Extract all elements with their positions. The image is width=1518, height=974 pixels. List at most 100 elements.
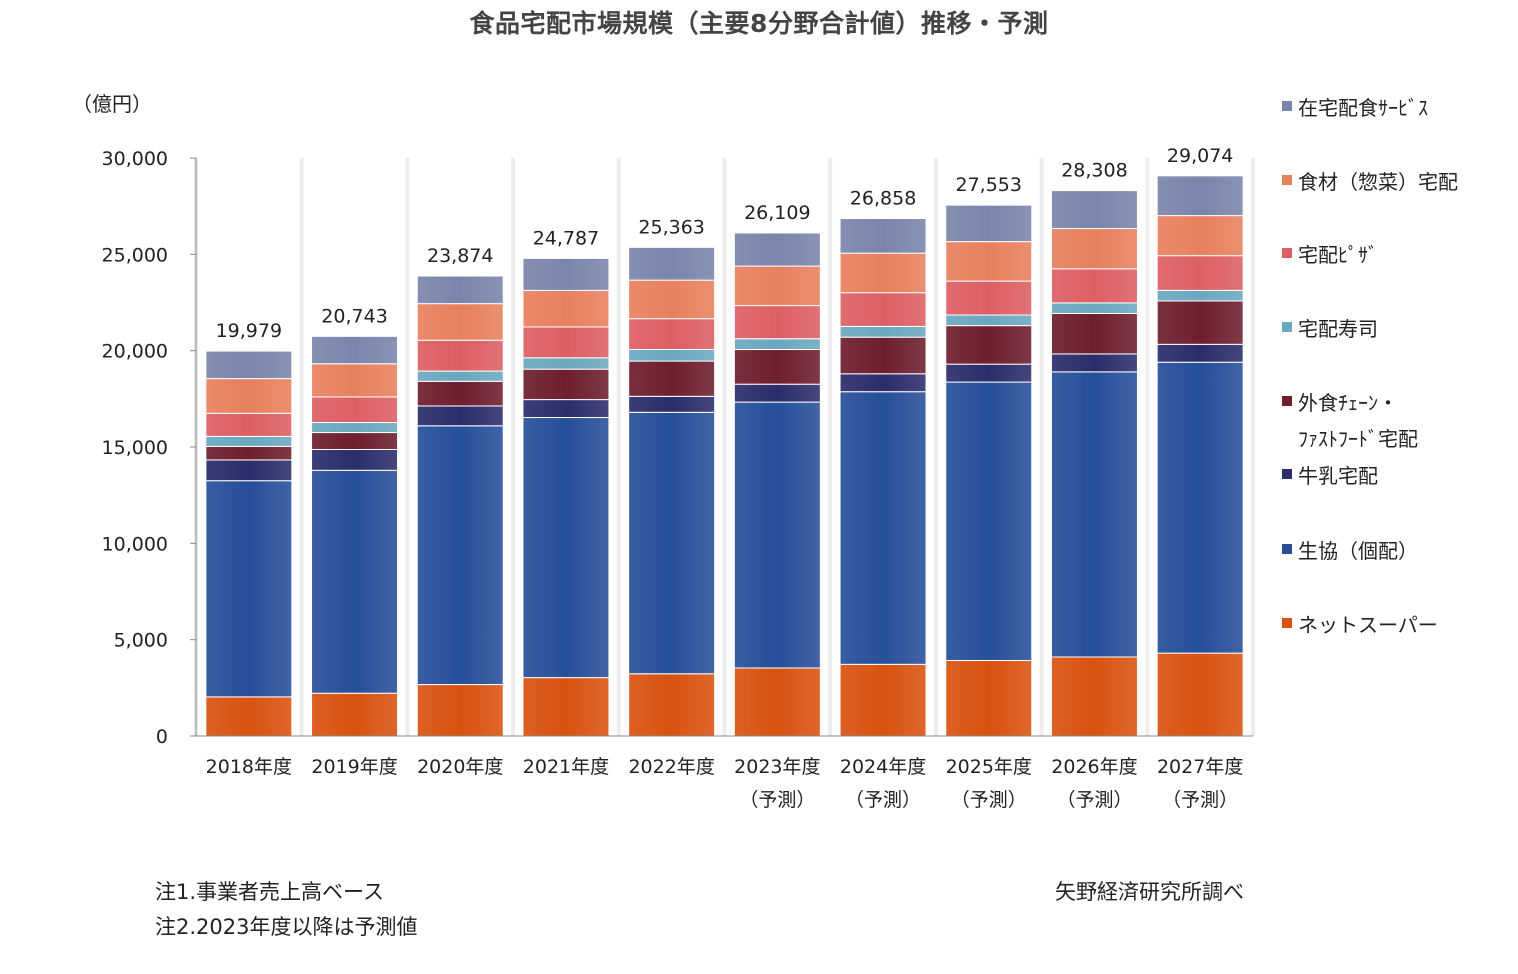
x-tick-sublabel: （予測） [951, 789, 1027, 811]
bar-segment [733, 338, 821, 351]
bar-segment [1050, 312, 1138, 355]
bar-segment [733, 265, 821, 307]
y-tick-labels: 0 5,000 10,000 15,000 20,000 25,000 30,000 [102, 148, 168, 748]
total-label: 26,858 [850, 188, 916, 210]
bar-segment [1050, 353, 1138, 373]
bar-segment [205, 459, 293, 482]
bar-segment [311, 449, 399, 471]
x-tick-sublabel: （予測） [845, 789, 921, 811]
bar-segment [311, 363, 399, 398]
total-label: 25,363 [638, 216, 704, 238]
bar-segment [205, 412, 293, 437]
legend-label: 宅配ﾋﾟｻﾞ [1298, 243, 1378, 267]
y-axis-unit-label: （億円） [72, 92, 152, 116]
legend-label: 在宅配食ｻｰﾋﾞｽ [1298, 96, 1428, 120]
bar-segment [628, 349, 716, 362]
bar-segment [628, 279, 716, 320]
bar-segment [1050, 268, 1138, 304]
bar-segment [522, 357, 610, 370]
bar-segment [945, 659, 1033, 737]
bar-segment [311, 396, 399, 424]
bar-segment [311, 432, 399, 451]
bar-segment [522, 399, 610, 419]
bar-segment [1156, 289, 1244, 302]
x-tick-label: 2019年度 [311, 756, 397, 778]
bar-segment [205, 350, 293, 380]
bar-segment [839, 292, 927, 327]
y-tick-label: 25,000 [102, 244, 168, 266]
bar-segment [1156, 300, 1244, 345]
total-label: 29,074 [1167, 145, 1233, 167]
x-tick-sublabel: （予測） [1162, 789, 1238, 811]
bar-segment [628, 246, 716, 281]
column-separator [616, 158, 621, 736]
axes [190, 157, 1253, 737]
bar-segment [945, 280, 1033, 316]
chart-title: 食品宅配市場規模（主要8分野合計値）推移・予測 [469, 9, 1049, 38]
bar-segment [205, 435, 293, 447]
legend-swatch [1282, 322, 1292, 332]
total-label: 23,874 [427, 245, 493, 267]
bar-segment [1156, 361, 1244, 654]
bar-segment [1156, 255, 1244, 291]
bar-segment [945, 241, 1033, 282]
column-separator [722, 158, 727, 736]
bar-segment [839, 336, 927, 375]
column-separator [933, 158, 938, 736]
bar-segment [733, 401, 821, 669]
legend-label-line2: ﾌｧｽﾄﾌｰﾄﾞ宅配 [1298, 427, 1418, 451]
column-separator [299, 158, 304, 736]
bar-segment [522, 326, 610, 359]
total-label: 20,743 [321, 305, 387, 327]
legend-swatch [1282, 248, 1292, 258]
bar-segment [733, 667, 821, 737]
bar-segment [416, 339, 504, 372]
bar-segment [1156, 175, 1244, 217]
bar-segment [628, 411, 716, 675]
y-tick-label: 0 [156, 726, 168, 748]
legend-swatch [1282, 175, 1292, 185]
bar-segment [311, 422, 399, 434]
bar-segment [522, 289, 610, 328]
x-category-labels: 2018年度 2019年度 2020年度 2021年度 2022年度 2023年度 （予測）… [206, 756, 1244, 811]
bar-segment [205, 445, 293, 461]
x-tick-label: 2021年度 [523, 756, 609, 778]
bar-segment [1156, 652, 1244, 737]
bars [205, 175, 1244, 737]
bar-segment [522, 257, 610, 291]
bar-segment [416, 370, 504, 382]
bar-segment [733, 305, 821, 340]
legend-swatch [1282, 469, 1292, 479]
column-separator [511, 158, 516, 736]
y-tick-label: 15,000 [102, 437, 168, 459]
legend-label: 牛乳宅配 [1298, 464, 1378, 488]
bar-segment [945, 204, 1033, 243]
x-tick-label: 2022年度 [628, 756, 714, 778]
legend-label: 宅配寿司 [1298, 317, 1378, 341]
x-tick-label: 2025年度 [946, 756, 1032, 778]
bar-segment [416, 303, 504, 341]
bar-segment [733, 383, 821, 403]
legend-label: 生協（個配） [1298, 539, 1418, 563]
column-separator [1145, 158, 1150, 736]
legend-swatch [1282, 544, 1292, 554]
column-separator [1039, 158, 1044, 736]
bar-segment [1050, 371, 1138, 658]
bar-segment [628, 360, 716, 397]
bar-segment [522, 677, 610, 737]
total-label: 28,308 [1061, 160, 1127, 182]
x-tick-label: 2018年度 [206, 756, 292, 778]
bar-segment [839, 325, 927, 338]
note-2: 注2.2023年度以降は予測値 [155, 915, 418, 939]
bar-segment [628, 395, 716, 413]
bar-segment [1050, 302, 1138, 314]
bar-segment [733, 232, 821, 267]
total-label: 19,979 [216, 320, 282, 342]
bar-segment [205, 480, 293, 698]
bar-segment [416, 684, 504, 737]
bar-segment [522, 368, 610, 401]
bar-segment [839, 663, 927, 737]
bar-segment [311, 469, 399, 694]
x-tick-label: 2020年度 [417, 756, 503, 778]
bar-segment [945, 363, 1033, 383]
